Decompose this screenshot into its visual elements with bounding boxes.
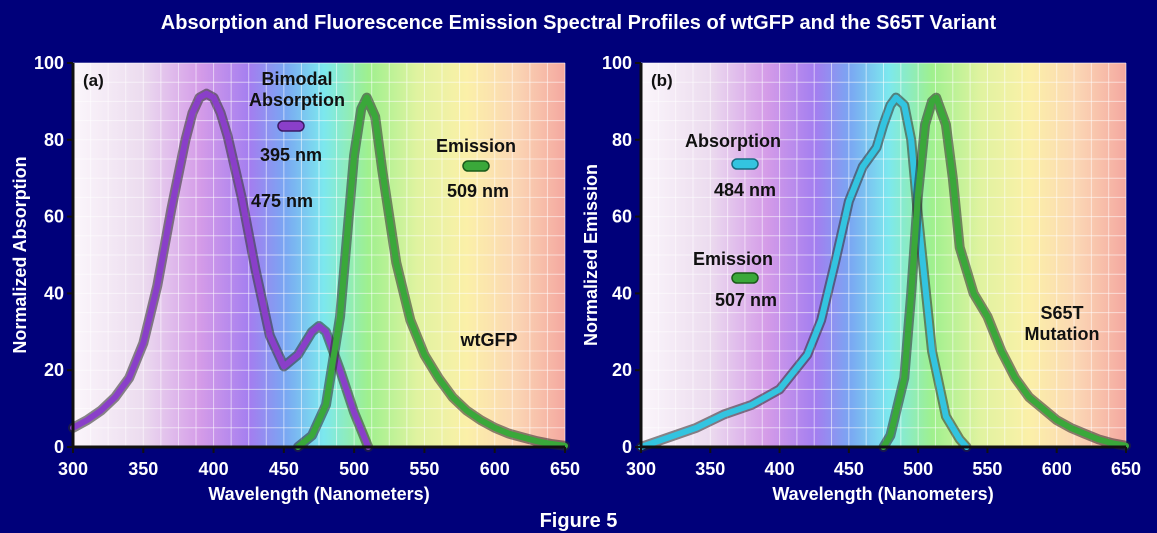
panel-b-x-tick-label: 350 [695, 459, 725, 479]
panel-b-axes [635, 62, 1127, 453]
panel-a-y-tick-label: 40 [44, 283, 64, 303]
emission-label-a: Emission [436, 136, 516, 156]
figure-label: Figure 5 [540, 510, 618, 532]
panel-a-y-tick-label: 20 [44, 360, 64, 380]
panel-a-x-axis-label: Wavelength (Nanometers) [208, 484, 429, 504]
panel-a-grid [72, 62, 566, 448]
panel-b-absorption-curve [638, 94, 970, 450]
panel-a-x-tick-label: 450 [269, 459, 299, 479]
panel-a-y-tick-label: 80 [44, 130, 64, 150]
panel-b-x-tick-label: 400 [765, 459, 795, 479]
panel-a-axes [67, 62, 566, 453]
panel-a-y-tick-label: 0 [54, 437, 64, 457]
panel-b: 300 350 400 450 500 550 600 650 0 20 40 60 80 100 (b)… [581, 53, 1141, 504]
panel-b-x-tick-label: 450 [834, 459, 864, 479]
emission-label-b: Emission [693, 249, 773, 269]
panel-a-y-tick-label: 100 [34, 53, 64, 73]
panel-a-y-axis-label: Normalized Absorption [10, 156, 30, 353]
bimodal-label-line2: Absorption [249, 90, 345, 110]
panel-b-y-tick-label: 20 [612, 360, 632, 380]
panel-b-x-axis-label: Wavelength (Nanometers) [772, 484, 993, 504]
panel-a-x-tick-label: 500 [339, 459, 369, 479]
emission-swatch-a [462, 160, 490, 172]
panel-b-emission-curve [880, 94, 1129, 450]
panel-a-y-tick-label: 60 [44, 207, 64, 227]
panel-b-y-tick-label: 40 [612, 283, 632, 303]
panel-a-x-tick-label: 650 [550, 459, 580, 479]
panel-a-emission-curve [294, 94, 568, 450]
bimodal-absorption-swatch [277, 120, 305, 132]
panel-a: 300 350 400 450 500 550 600 650 0 20 40 60 80 100 (a)… [10, 53, 580, 504]
panel-b-x-tick-label: 300 [626, 459, 656, 479]
panel-a-x-tick-label: 400 [199, 459, 229, 479]
panel-a-ticks: 300 350 400 450 500 550 600 650 0 20 40 60 80 100 [34, 53, 580, 479]
panel-b-ticks: 300 350 400 450 500 550 600 650 0 20 40 60 80 100 [602, 53, 1141, 479]
panel-b-y-tick-label: 100 [602, 53, 632, 73]
protein-label-line2: Mutation [1025, 324, 1100, 344]
bimodal-label-line1: Bimodal [261, 69, 332, 89]
panel-b-y-tick-label: 80 [612, 130, 632, 150]
protein-label-line1: S65T [1040, 303, 1083, 323]
panel-a-absorption-curve [70, 90, 372, 450]
panel-a-x-tick-label: 550 [409, 459, 439, 479]
panel-b-series [636, 92, 1131, 452]
absorption-peak-395: 395 nm [260, 145, 322, 165]
panel-b-y-tick-label: 60 [612, 207, 632, 227]
panel-b-x-tick-label: 500 [903, 459, 933, 479]
panel-b-y-axis-label: Normalized Emission [581, 164, 601, 346]
panel-b-x-tick-label: 650 [1111, 459, 1141, 479]
emission-peak-509: 509 nm [447, 181, 509, 201]
panel-b-x-tick-label: 600 [1042, 459, 1072, 479]
panel-b-x-tick-label: 550 [972, 459, 1002, 479]
figure-title: Absorption and Fluorescence Emission Spe… [161, 12, 997, 34]
absorption-peak-475: 475 nm [251, 191, 313, 211]
protein-label-wtgfp: wtGFP [460, 330, 518, 350]
panel-a-label: (a) [83, 71, 104, 90]
panel-a-x-tick-label: 350 [128, 459, 158, 479]
panel-a-x-tick-label: 300 [58, 459, 88, 479]
absorption-peak-484: 484 nm [714, 180, 776, 200]
absorption-swatch-b [731, 158, 759, 170]
absorption-label-b: Absorption [685, 131, 781, 151]
panel-a-series [68, 88, 570, 452]
emission-swatch-b [731, 272, 759, 284]
emission-peak-507: 507 nm [715, 290, 777, 310]
panel-b-label: (b) [651, 71, 673, 90]
panel-a-x-tick-label: 600 [480, 459, 510, 479]
panel-b-y-tick-label: 0 [622, 437, 632, 457]
